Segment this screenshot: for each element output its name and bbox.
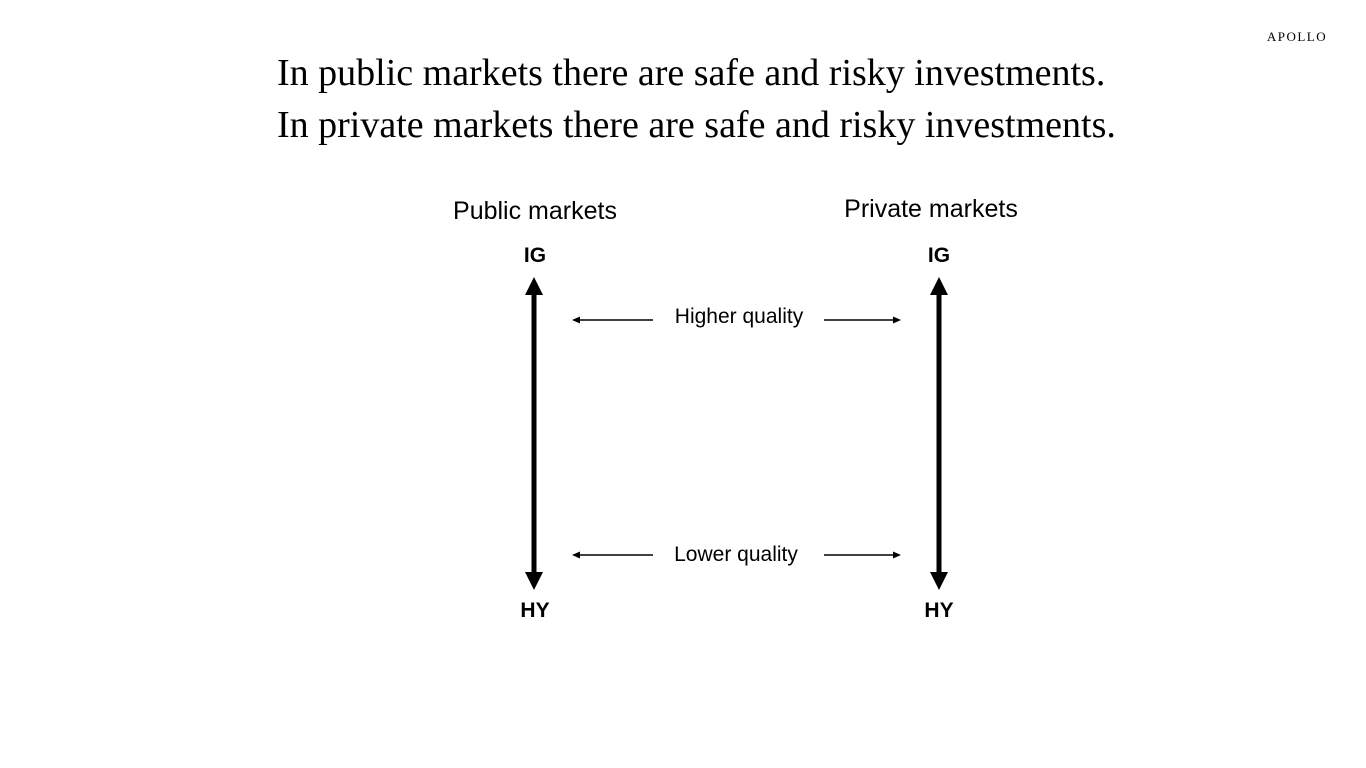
lower-quality-connector	[572, 551, 901, 559]
lower-quality-label: Lower quality	[674, 543, 798, 566]
private-quality-arrow	[930, 277, 948, 590]
public-quality-arrow	[525, 277, 543, 590]
headline: In public markets there are safe and ris…	[277, 47, 1116, 151]
public-ig-label: IG	[523, 244, 547, 267]
private-markets-title: Private markets	[844, 195, 1018, 223]
higher-quality-connector	[572, 316, 901, 324]
higher-quality-label: Higher quality	[674, 305, 804, 328]
public-markets-title: Public markets	[453, 197, 617, 225]
public-hy-label: HY	[520, 599, 550, 622]
headline-line-2: In private markets there are safe and ri…	[277, 104, 1116, 146]
headline-line-1: In public markets there are safe and ris…	[277, 52, 1106, 94]
private-hy-label: HY	[924, 599, 954, 622]
apollo-logo: APOLLO	[1266, 29, 1328, 44]
private-ig-label: IG	[927, 244, 951, 267]
